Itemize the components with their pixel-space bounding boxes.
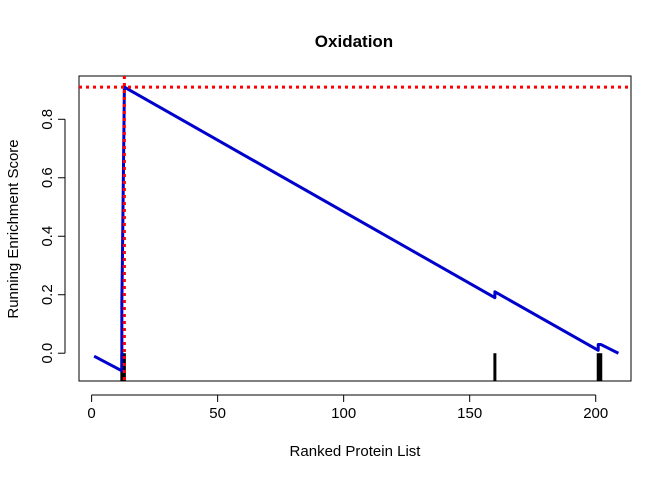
y-tick-label: 0.6 [39,167,56,188]
series-layer [93,85,620,373]
x-axis-label: Ranked Protein List [290,443,422,460]
x-tick-label: 50 [209,405,226,422]
y-tick-label: 0.0 [39,343,56,364]
x-tick-label: 100 [331,405,356,422]
y-axis: 0.0 0.2 0.4 0.6 0.8 [39,109,66,364]
x-tick-label: 150 [457,405,482,422]
reference-lines [79,76,631,381]
enrichment-score-line [93,85,620,373]
y-tick-label: 0.4 [39,226,56,247]
hit-markers [120,353,603,381]
y-axis-label: Running Enrichment Score [5,139,22,318]
y-tick-label: 0.8 [39,109,56,130]
x-tick-label: 0 [87,405,95,422]
plot-area-frame [78,75,632,382]
x-tick-label: 200 [583,405,608,422]
y-tick-label: 0.2 [39,284,56,305]
chart-title: Oxidation [315,32,393,51]
x-axis: 0 50 100 150 200 [87,394,608,422]
